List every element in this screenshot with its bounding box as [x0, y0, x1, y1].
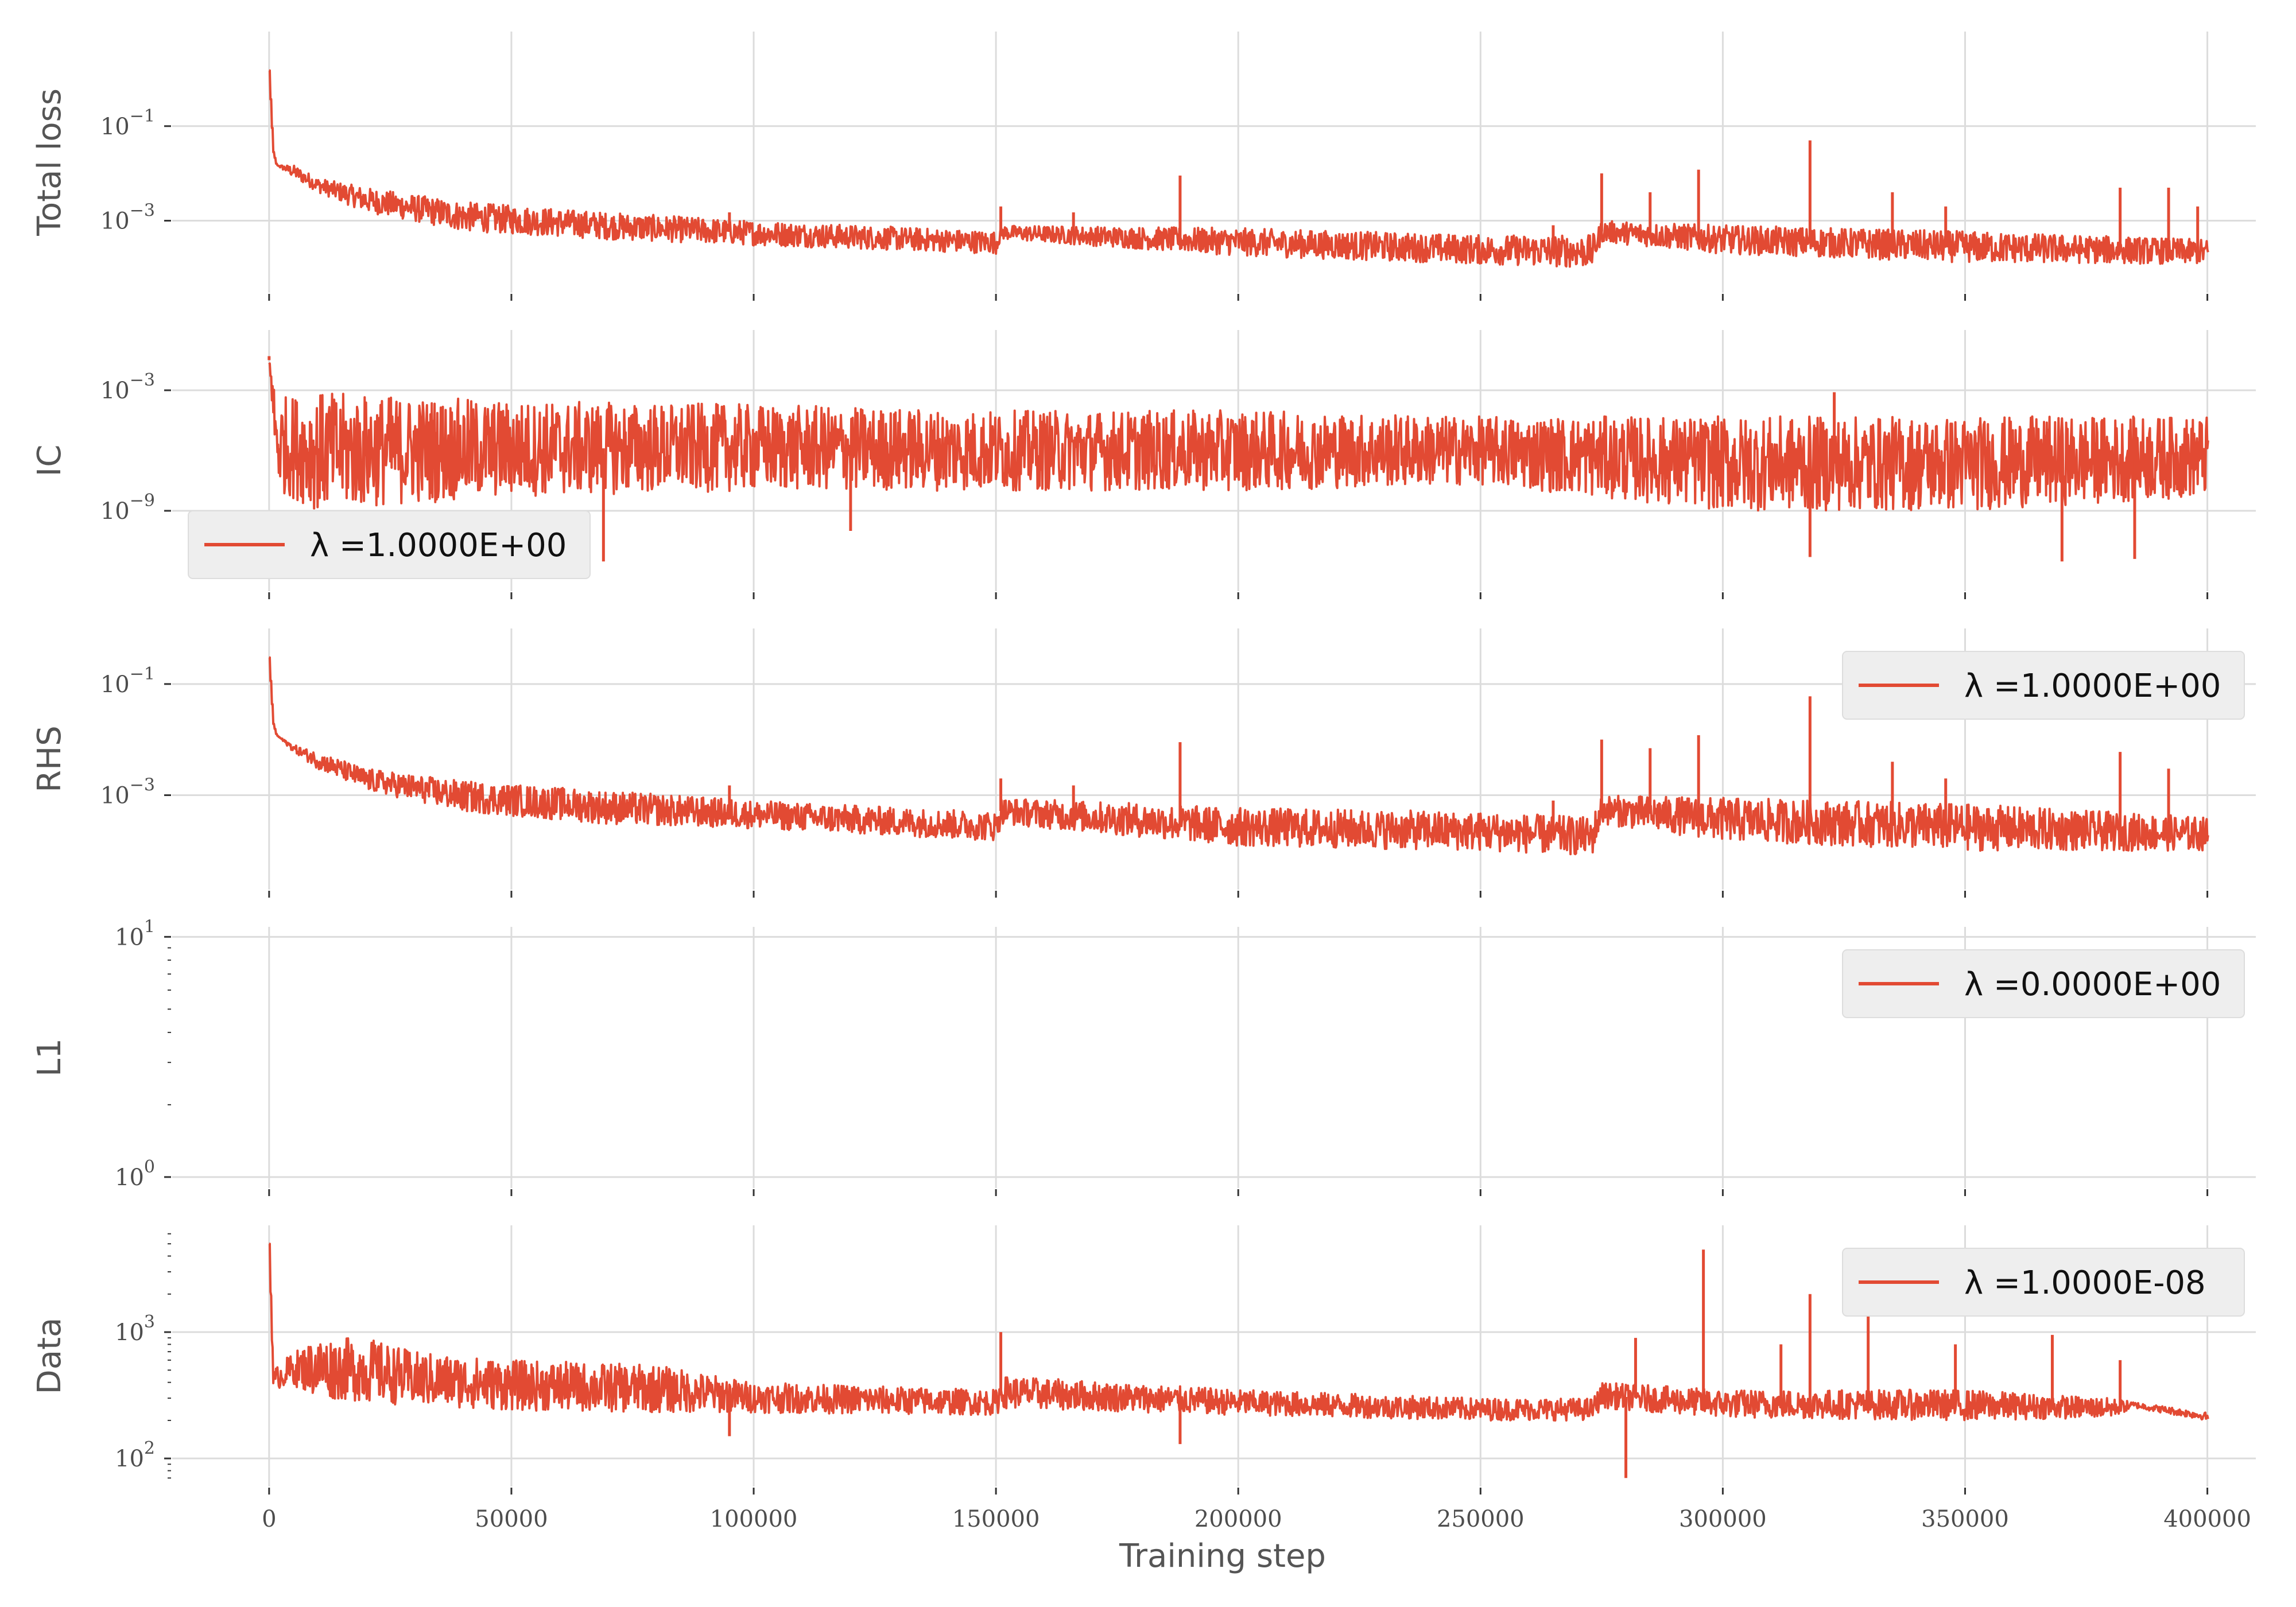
- y-tick-label: 10−1: [100, 106, 155, 140]
- x-tick-label: 400000: [2163, 1506, 2251, 1532]
- y-tick-label: 100: [115, 1157, 155, 1191]
- legend: λ =1.0000E+00: [1842, 651, 2245, 720]
- x-axis-label: Training step: [1119, 1538, 1326, 1575]
- y-tick-label: 101: [115, 917, 155, 950]
- subplot-rhs: 10−1 10−3 RHS λ =1.0000E+00: [31, 628, 2256, 898]
- legend-box: [1842, 949, 2245, 1018]
- series-line: [268, 362, 2209, 512]
- x-tick-label: 200000: [1194, 1506, 1282, 1532]
- x-tick-label: 100000: [710, 1506, 798, 1532]
- legend-box: [1842, 651, 2245, 720]
- legend-label: λ =1.0000E-08: [1964, 1264, 2206, 1302]
- y-tick-label: 10−3: [100, 201, 155, 235]
- legend: λ =0.0000E+00: [1842, 949, 2245, 1018]
- y-axis-label: RHS: [31, 725, 68, 793]
- subplot-stack: 10−1 10−3 Total loss 10−3 10−9 IC λ =1.0000E+0…: [31, 32, 2256, 1495]
- legend-label: λ =0.0000E+00: [1964, 966, 2221, 1003]
- subplot-l1: 101 100 L1 λ =0.0000E+00: [31, 917, 2256, 1196]
- x-tick-label: 150000: [952, 1506, 1040, 1532]
- x-tick-label: 250000: [1437, 1506, 1525, 1532]
- subplot-ic: 10−3 10−9 IC λ =1.0000E+00: [31, 330, 2256, 599]
- y-axis-label: Total loss: [31, 88, 68, 236]
- y-axis-label: L1: [31, 1038, 68, 1077]
- y-tick-label: 10−1: [100, 664, 155, 698]
- y-tick-label: 102: [115, 1438, 155, 1472]
- x-tick-label: 50000: [475, 1506, 548, 1532]
- series-line: [269, 1243, 2209, 1422]
- y-tick-label: 10−3: [100, 775, 155, 809]
- legend: λ =1.0000E-08: [1842, 1248, 2245, 1317]
- legend-label: λ =1.0000E+00: [1964, 667, 2221, 705]
- y-axis-label: IC: [31, 445, 68, 477]
- series-line: [269, 656, 2209, 856]
- y-axis-label: Data: [31, 1318, 68, 1395]
- y-tick-label: 103: [115, 1312, 155, 1346]
- x-tick-label: 350000: [1921, 1506, 2009, 1532]
- x-axis: 0 50000 100000 150000 200000 250000 300000 3500…: [262, 1506, 2251, 1575]
- subplot-data: 103 102 Data λ =1.0000E-08: [31, 1225, 2256, 1495]
- x-tick-label: 0: [262, 1506, 276, 1532]
- y-tick-label: 10−9: [100, 491, 155, 525]
- x-tick-label: 300000: [1679, 1506, 1767, 1532]
- series-line: [269, 69, 2209, 268]
- y-tick-label: 10−3: [100, 370, 155, 404]
- x-tick-labels: 0 50000 100000 150000 200000 250000 300000 3500…: [262, 1506, 2251, 1532]
- legend-label: λ =1.0000E+00: [310, 527, 567, 564]
- legend-box: [1842, 1248, 2245, 1317]
- subplot-total-loss: 10−1 10−3 Total loss: [31, 32, 2256, 301]
- legend: λ =1.0000E+00: [188, 510, 591, 579]
- legend-box: [188, 510, 591, 579]
